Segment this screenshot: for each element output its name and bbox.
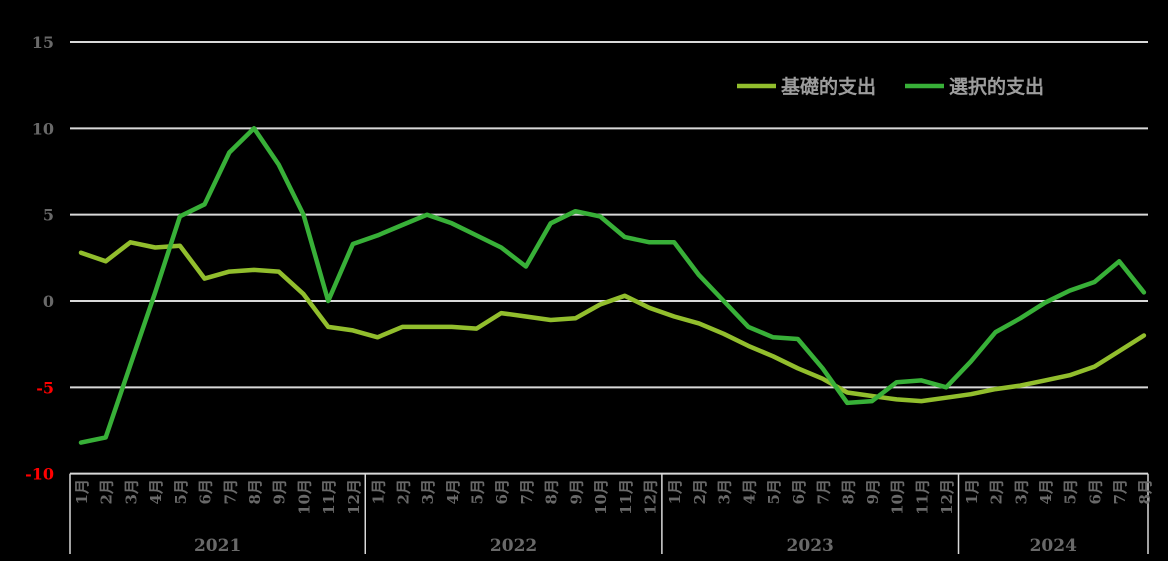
series-line-1: [78, 126, 1147, 445]
x-axis-month-label: 4月: [1037, 479, 1055, 504]
y-axis-tick-label: -10: [25, 465, 54, 484]
x-axis-month-label: 5月: [765, 479, 783, 504]
x-axis-month-label: 10月: [592, 479, 610, 515]
y-axis-tick-label: 15: [32, 33, 54, 52]
x-axis-month-label: 6月: [1086, 479, 1104, 504]
x-axis-month-label: 2月: [988, 479, 1006, 504]
x-axis-month-label: 4月: [740, 479, 758, 504]
x-axis-month-label: 11月: [320, 479, 338, 515]
x-axis-month-label: 5月: [1062, 479, 1080, 504]
x-axis-month-label: 3月: [419, 479, 437, 504]
x-axis-month-label: 6月: [790, 479, 808, 504]
series-line-0: [78, 240, 1147, 404]
x-axis-month-label: 6月: [197, 479, 215, 504]
x-axis-month-label: 2月: [98, 479, 116, 504]
x-axis-month-label: 4月: [444, 479, 462, 504]
x-axis-month-label: 12月: [938, 479, 956, 515]
x-axis-month-label: 5月: [468, 479, 486, 504]
year-label: 2024: [1030, 536, 1077, 556]
x-axis-month-label: 10月: [889, 479, 907, 515]
y-axis-tick-label: -5: [36, 378, 54, 397]
y-axis-tick-label: 5: [43, 206, 54, 225]
x-axis-month-label: 9月: [567, 479, 585, 504]
x-axis-month-label: 7月: [518, 479, 536, 504]
x-axis-month-label: 3月: [122, 479, 140, 504]
x-axis-month-label: 9月: [864, 479, 882, 504]
legend-item-label: 基礎的支出: [780, 75, 876, 98]
y-axis-tick-label: 0: [43, 292, 54, 311]
x-axis-month-label: 1月: [963, 479, 981, 504]
year-label: 2021: [194, 536, 241, 556]
x-axis-month-label: 8月: [543, 479, 561, 504]
x-axis-month-label: 6月: [493, 479, 511, 504]
x-axis-month-label: 4月: [147, 479, 165, 504]
x-axis-month-label: 5月: [172, 479, 190, 504]
x-axis-month-label: 3月: [716, 479, 734, 504]
x-axis-month-label: 8月: [839, 479, 857, 504]
year-label: 2022: [490, 536, 537, 556]
x-axis-month-label: 11月: [617, 479, 635, 515]
x-axis-month-label: 7月: [1111, 479, 1129, 504]
x-axis-month-label: 8月: [246, 479, 264, 504]
x-axis-month-label: 3月: [1012, 479, 1030, 504]
x-axis-month-label: 1月: [666, 479, 684, 504]
x-axis-month-label: 12月: [345, 479, 363, 515]
x-axis-month-label: 8月: [1136, 479, 1154, 504]
x-axis-month-label: 2月: [691, 479, 709, 504]
x-axis-month-label: 7月: [221, 479, 239, 504]
year-label: 2023: [787, 536, 834, 556]
x-axis-month-label: 9月: [271, 479, 289, 504]
y-axis-tick-label: 10: [32, 119, 54, 138]
x-axis-month-label: 12月: [642, 479, 660, 515]
x-axis-month-label: 1月: [370, 479, 388, 504]
legend-item-label: 選択的支出: [949, 75, 1044, 98]
x-axis-month-label: 7月: [815, 479, 833, 504]
x-axis-month-label: 11月: [913, 479, 931, 515]
x-axis-month-label: 2月: [394, 479, 412, 504]
x-axis-month-label: 10月: [295, 479, 313, 515]
x-axis-month-label: 1月: [73, 479, 91, 504]
